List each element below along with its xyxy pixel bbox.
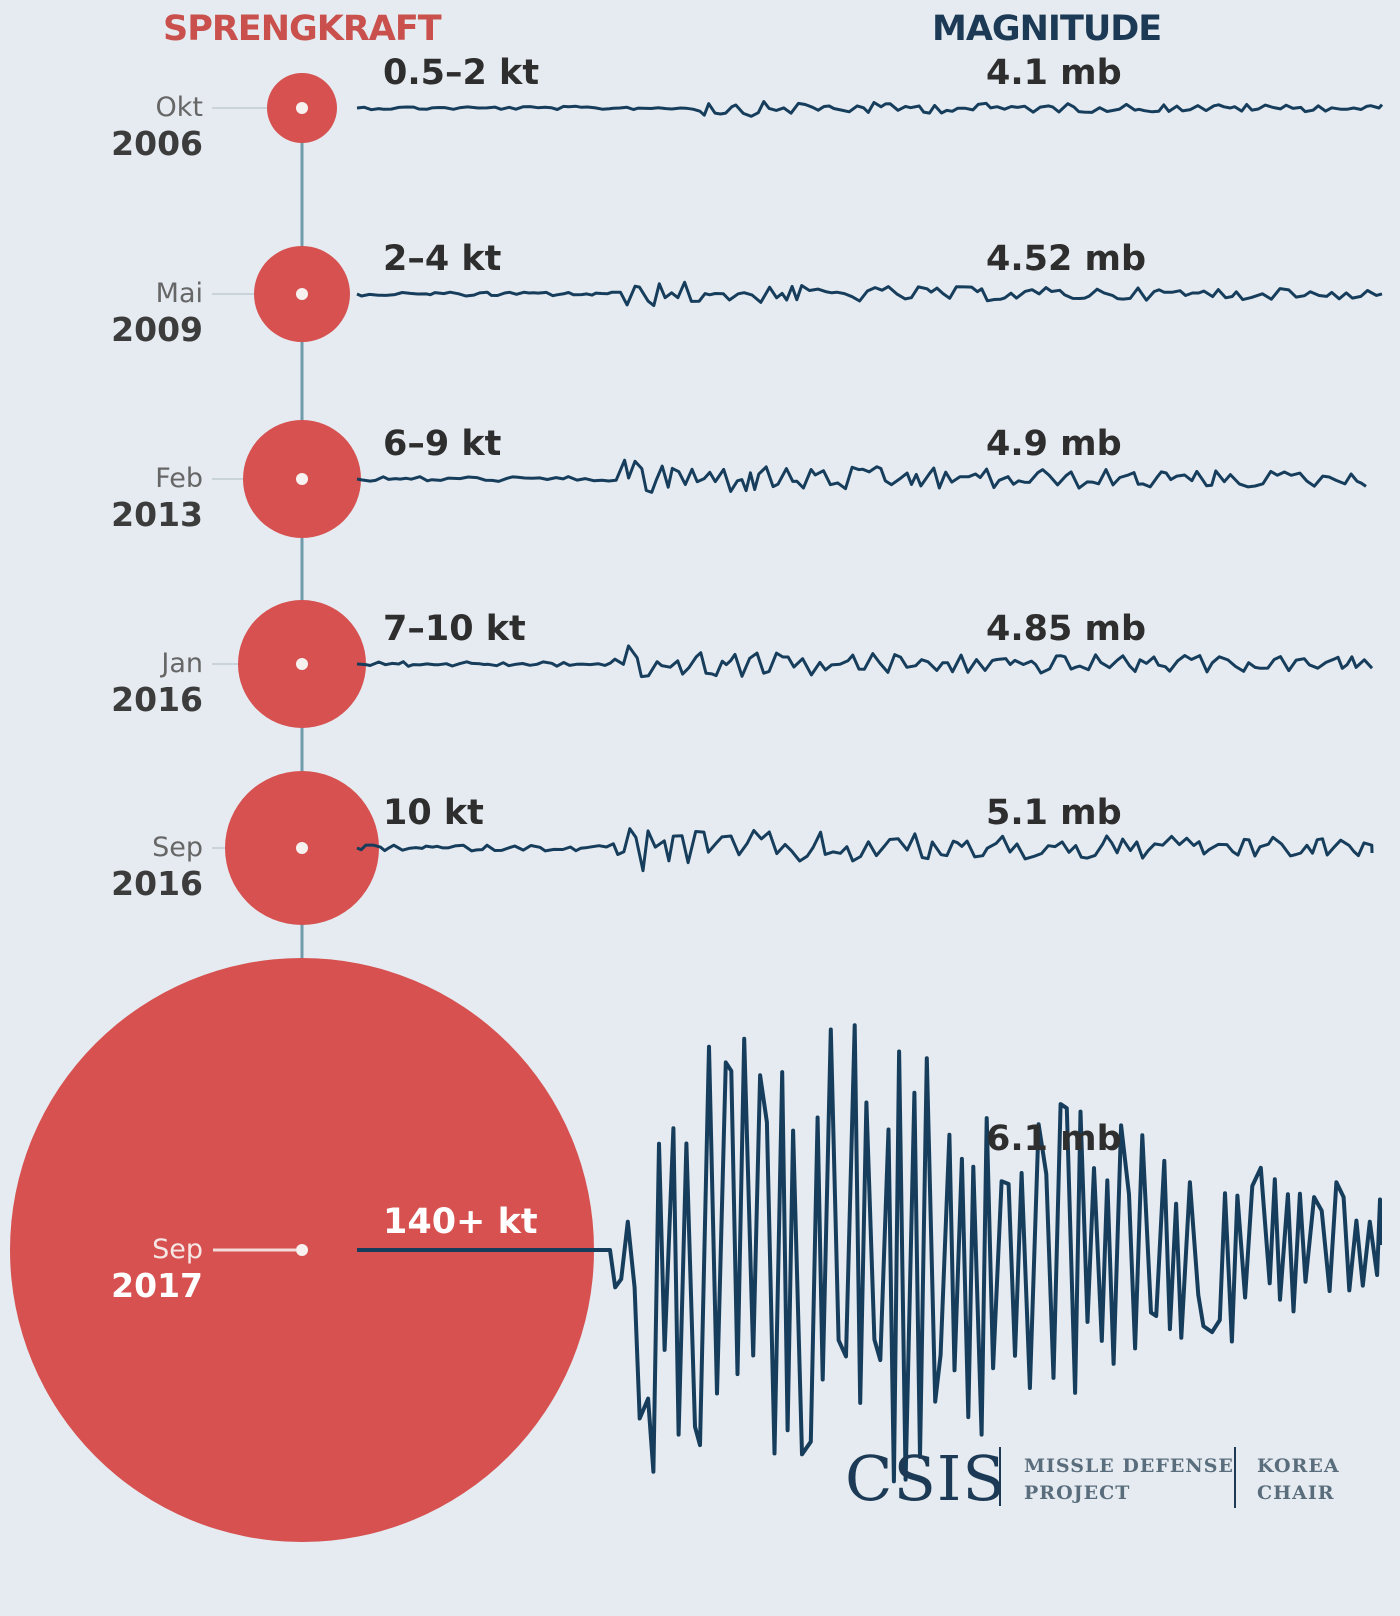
magnitude-label: 6.1 mb: [986, 1119, 1122, 1159]
yield-label: 10 kt: [383, 793, 484, 833]
event-year: 2016: [111, 680, 203, 719]
yield-label: 2–4 kt: [383, 239, 501, 279]
event-year: 2013: [111, 495, 203, 534]
bubble-center-dot: [296, 1244, 308, 1256]
logo-csis: CSIS: [845, 1442, 1006, 1515]
bubble-center-dot: [296, 288, 308, 300]
event-month: Okt: [156, 92, 203, 123]
event-year: 2006: [111, 124, 203, 163]
logo-program-line1: MISSLE DEFENSE: [1024, 1455, 1234, 1477]
logo-program-line2: PROJECT: [1024, 1482, 1130, 1504]
bubble-center-dot: [296, 842, 308, 854]
magnitude-label: 4.9 mb: [986, 424, 1122, 464]
bubble-center-dot: [296, 102, 308, 114]
magnitude-label: 4.52 mb: [986, 239, 1146, 279]
yield-label: 0.5–2 kt: [383, 53, 539, 93]
yield-label: 140+ kt: [383, 1202, 538, 1242]
event-month: Mai: [156, 278, 203, 309]
seismic-wave: [356, 100, 1384, 118]
magnitude-label: 5.1 mb: [986, 793, 1122, 833]
magnitude-label: 4.1 mb: [986, 53, 1122, 93]
yield-label: 6–9 kt: [383, 424, 501, 464]
event-year: 2017: [111, 1266, 203, 1305]
event-month: Sep: [152, 832, 203, 863]
event-month: Jan: [159, 648, 203, 679]
magnitude-label: 4.85 mb: [986, 609, 1146, 649]
header-magnitude: MAGNITUDE: [932, 9, 1161, 49]
yield-label: 7–10 kt: [383, 609, 526, 649]
bubble-center-dot: [296, 473, 308, 485]
header-yield: SPRENGKRAFT: [163, 9, 442, 49]
seismic-wave: [356, 827, 1374, 873]
seismic-wave: [356, 644, 1374, 679]
seismic-wave: [356, 458, 1367, 494]
event-month: Sep: [152, 1234, 203, 1265]
csis-logo: CSIS MISSLE DEFENSE PROJECT KOREA CHAIR: [845, 1442, 1340, 1515]
seismic-wave: [356, 280, 1383, 308]
logo-chair-line1: KOREA: [1257, 1455, 1340, 1477]
event-month: Feb: [155, 463, 203, 494]
event-year: 2009: [111, 310, 203, 349]
logo-chair-line2: CHAIR: [1257, 1482, 1335, 1504]
event-year: 2016: [111, 864, 203, 903]
seismic-wave: [357, 1023, 1382, 1484]
bubble-center-dot: [296, 658, 308, 670]
